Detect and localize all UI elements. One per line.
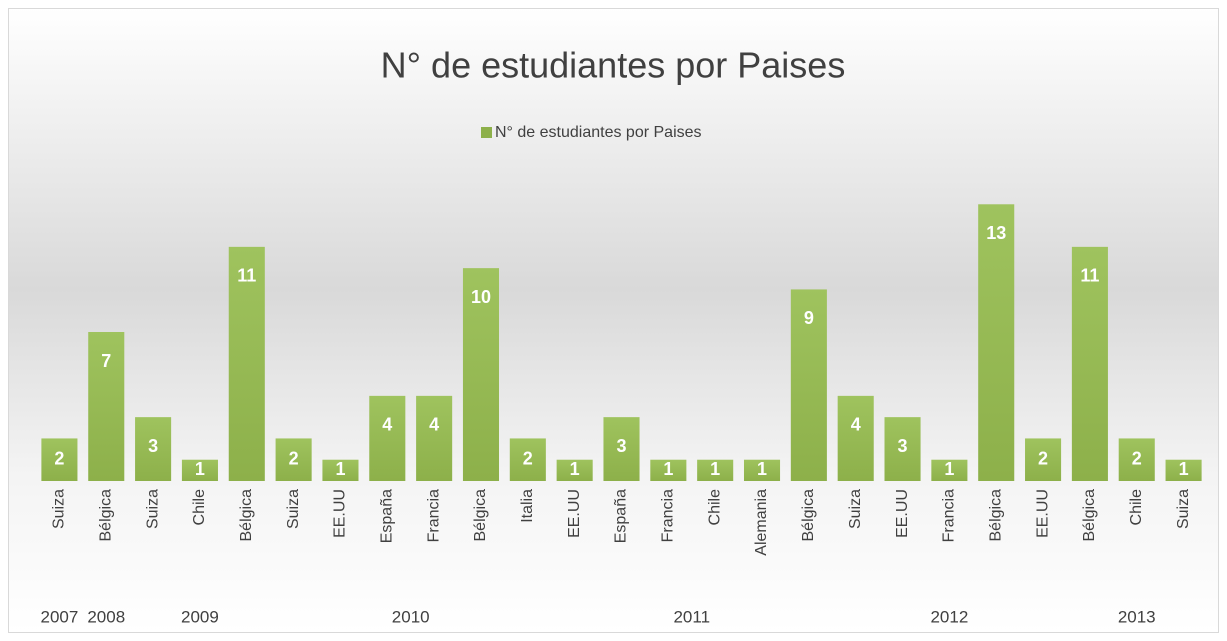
x-tick-label: Suiza xyxy=(144,489,161,529)
x-tick-label: Suiza xyxy=(847,489,864,529)
legend-label: N° de estudiantes por Paises xyxy=(495,124,702,141)
group-label: 2012 xyxy=(930,607,968,626)
data-label: 1 xyxy=(195,459,205,479)
chart-area xyxy=(8,8,1219,633)
group-label: 2009 xyxy=(181,607,219,626)
bar xyxy=(322,459,359,481)
x-tick-label: España xyxy=(379,489,396,543)
data-label: 2 xyxy=(54,448,64,468)
bar xyxy=(743,459,781,481)
data-label: 1 xyxy=(944,459,954,479)
bar xyxy=(697,459,734,481)
group-label: 2008 xyxy=(87,607,125,626)
x-tick-label: EE.UU xyxy=(332,489,349,538)
bar xyxy=(603,417,640,481)
x-tick-label: EE.UU xyxy=(1034,489,1051,538)
x-tick-label: Bélgica xyxy=(987,489,1004,542)
bar xyxy=(790,289,827,481)
bar xyxy=(931,459,968,481)
x-tick-label: Bélgica xyxy=(800,489,817,542)
x-tick-label: Chile xyxy=(191,489,208,526)
data-label: 11 xyxy=(1080,266,1099,286)
x-tick-label: EE.UU xyxy=(566,489,583,538)
bar xyxy=(275,438,312,481)
bar xyxy=(884,417,921,481)
data-label: 2 xyxy=(1038,448,1048,468)
data-label: 1 xyxy=(663,459,673,479)
data-label: 2 xyxy=(289,448,299,468)
x-tick-label: Bélgica xyxy=(472,489,489,542)
bar xyxy=(1118,438,1155,481)
data-label: 3 xyxy=(898,436,908,456)
bar xyxy=(181,459,218,481)
data-label: 1 xyxy=(335,459,345,479)
data-label: 13 xyxy=(986,223,1006,243)
x-tick-label: Italia xyxy=(519,489,536,523)
data-label: 4 xyxy=(429,415,439,435)
group-label: 2011 xyxy=(673,607,710,626)
bar xyxy=(509,438,546,481)
data-label: 1 xyxy=(710,459,720,479)
data-label: 1 xyxy=(1179,459,1189,479)
data-label: 2 xyxy=(1132,448,1142,468)
x-tick-label: Alemania xyxy=(753,489,770,556)
bar xyxy=(1165,459,1202,481)
data-label: 1 xyxy=(570,459,580,479)
data-label: 1 xyxy=(757,459,767,479)
data-label: 2 xyxy=(523,448,533,468)
x-tick-label: Chile xyxy=(1128,489,1145,526)
bar xyxy=(462,268,500,481)
legend: N° de estudiantes por Paises xyxy=(481,124,702,141)
x-tick-label: Bélgica xyxy=(238,489,255,542)
bar xyxy=(650,459,687,481)
bar xyxy=(41,438,78,481)
x-tick-label: Suiza xyxy=(285,489,302,529)
x-tick-label: Bélgica xyxy=(1081,489,1098,542)
data-label: 9 xyxy=(804,308,814,328)
bar xyxy=(978,204,1015,482)
bar xyxy=(1071,246,1108,481)
bar xyxy=(135,417,172,481)
data-label: 3 xyxy=(148,436,158,456)
bar xyxy=(369,395,406,481)
data-label: 3 xyxy=(616,436,626,456)
chart-title: N° de estudiantes por Paises xyxy=(381,45,846,86)
x-tick-label: EE.UU xyxy=(894,489,911,538)
x-tick-label: Chile xyxy=(706,489,723,526)
x-tick-label: Suiza xyxy=(1175,489,1192,529)
group-label: 2013 xyxy=(1118,607,1156,626)
data-label: 4 xyxy=(382,415,392,435)
x-tick-label: España xyxy=(613,489,630,543)
x-tick-label: Suiza xyxy=(51,489,68,529)
x-tick-label: Francia xyxy=(660,489,677,542)
group-label: 2007 xyxy=(41,607,79,626)
bar xyxy=(837,395,874,481)
bar xyxy=(88,332,125,481)
legend-swatch xyxy=(481,127,492,138)
group-label: 2010 xyxy=(392,607,430,626)
x-tick-label: Francia xyxy=(941,489,958,542)
data-label: 7 xyxy=(101,351,111,371)
x-tick-label: Bélgica xyxy=(97,489,114,542)
bar xyxy=(416,395,453,481)
x-tick-label: Francia xyxy=(425,489,442,542)
data-label: 10 xyxy=(471,287,491,307)
bar xyxy=(1025,438,1062,481)
bar xyxy=(228,246,265,481)
data-label: 4 xyxy=(851,415,861,435)
data-label: 11 xyxy=(237,266,256,286)
bar xyxy=(556,459,593,481)
